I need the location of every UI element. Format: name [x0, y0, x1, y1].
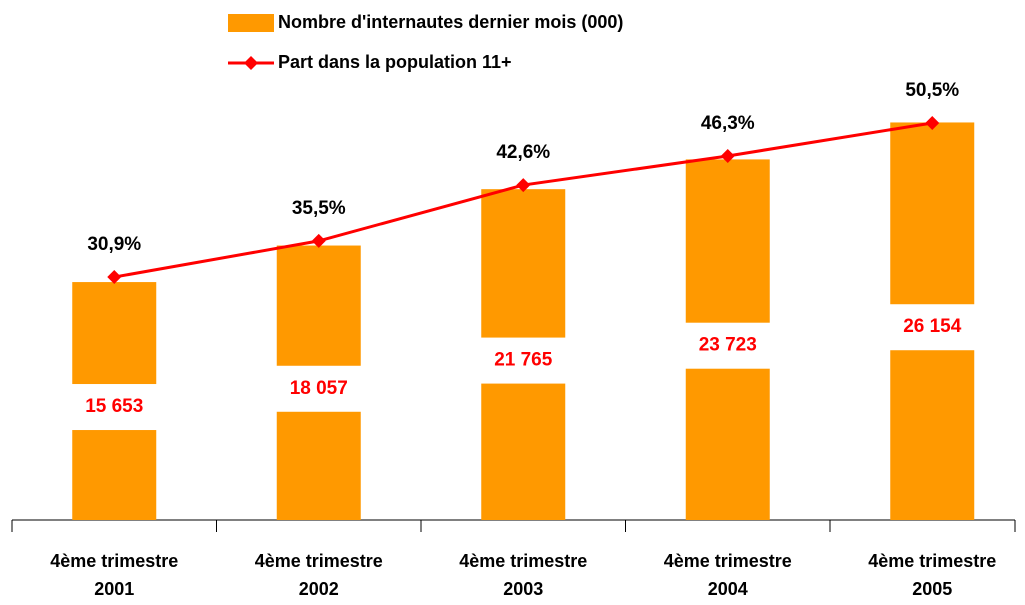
- line-value-label: 42,6%: [496, 142, 550, 163]
- line-value-label: 30,9%: [87, 234, 141, 255]
- bar-value-label: 23 723: [699, 335, 757, 356]
- marker: [516, 178, 531, 193]
- legend-label: Part dans la population 11+: [278, 52, 512, 72]
- marker: [107, 270, 122, 285]
- marker: [925, 115, 940, 130]
- legend-swatch: [228, 14, 274, 32]
- line-value-label: 50,5%: [905, 80, 959, 101]
- label-gap: [684, 322, 771, 369]
- x-tick-label: 4ème trimestre 2005: [868, 551, 997, 599]
- x-tick-label: 4ème trimestre 2004: [663, 551, 792, 599]
- label-gap: [480, 337, 567, 384]
- bar-value-label: 26 154: [903, 316, 962, 337]
- bar-value-label: 15 653: [85, 396, 143, 417]
- line-value-label: 46,3%: [701, 113, 755, 134]
- legend-label: Nombre d'internautes dernier mois (000): [278, 12, 623, 32]
- label-gap: [71, 384, 158, 431]
- label-gap: [889, 304, 976, 351]
- x-tick-label: 4ème trimestre 2003: [459, 551, 588, 599]
- bar-value-label: 18 057: [290, 378, 348, 399]
- bar-value-label: 21 765: [494, 350, 553, 371]
- line-value-label: 35,5%: [292, 198, 346, 219]
- x-tick-label: 4ème trimestre 2001: [50, 551, 179, 599]
- marker: [311, 233, 326, 248]
- legend-marker: [244, 56, 258, 70]
- label-gap: [275, 365, 362, 412]
- x-tick-label: 4ème trimestre 2002: [254, 551, 383, 599]
- marker: [720, 148, 735, 163]
